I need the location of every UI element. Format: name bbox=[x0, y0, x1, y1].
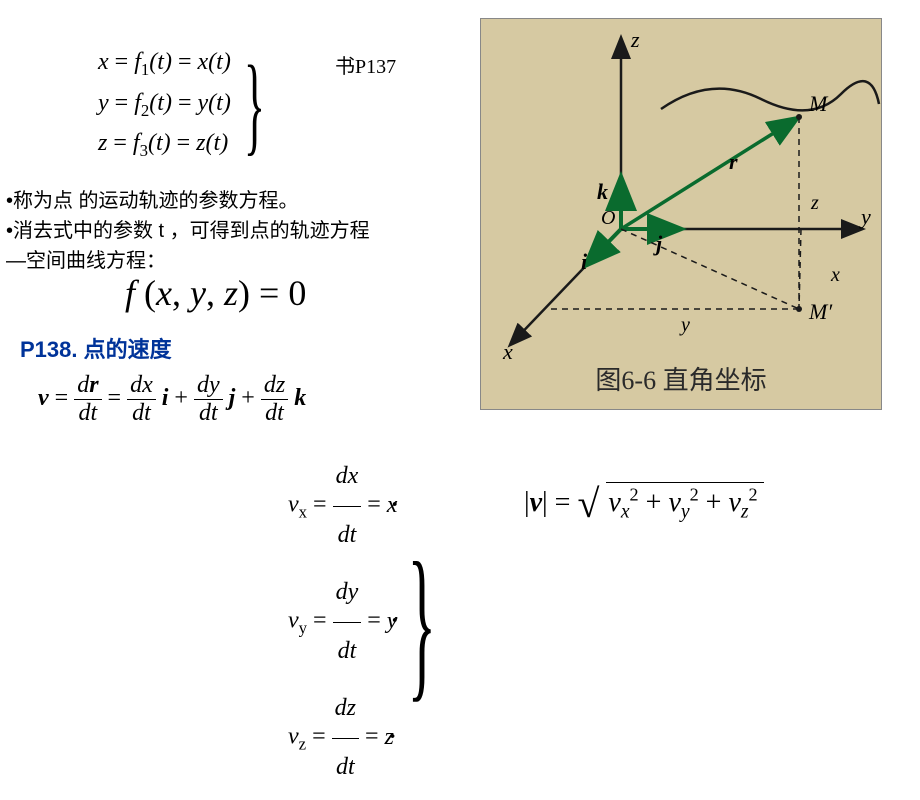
bullet-1: •称为点 的运动轨迹的参数方程。 bbox=[6, 184, 299, 213]
diagram-caption: 图6-6 直角坐标 bbox=[481, 360, 881, 397]
k-vector-label: k bbox=[597, 179, 608, 204]
velocity-vector-eq: v = drdt = dxdt i + dydt j + dzdt k bbox=[38, 372, 306, 427]
parametric-equations: x = f1(t) = x(t) y = f2(t) = y(t) z = f3… bbox=[95, 40, 284, 168]
coordinate-diagram: z y x M M′ O k j i r z x y 图6-6 直角坐标 bbox=[480, 18, 882, 410]
point-M: M bbox=[808, 91, 829, 116]
velocity-components: vx = dxdt = x vy = dydt = y vz = dzdt = … bbox=[285, 445, 466, 800]
ref-p137: 书P137 bbox=[335, 50, 396, 79]
bullet-2: •消去式中的参数 t ，可得到点的轨迹方程 bbox=[6, 214, 370, 243]
bullet-3: —空间曲线方程： bbox=[6, 244, 166, 273]
diagram-svg: z y x M M′ O k j i r z x y bbox=[481, 19, 881, 409]
z-axis-label: z bbox=[630, 27, 640, 52]
i-vector-label: i bbox=[581, 249, 588, 274]
y-proj-label: y bbox=[679, 314, 690, 336]
z-proj-label: z bbox=[810, 192, 819, 214]
heading-p138: P138. 点的速度 bbox=[20, 332, 172, 364]
x-proj-label: x bbox=[830, 264, 840, 286]
y-axis-label: y bbox=[859, 204, 871, 229]
r-vector-label: r bbox=[729, 149, 738, 174]
point-Mprime: M′ bbox=[808, 299, 833, 324]
trajectory-equation: f (x, y, z) = 0 bbox=[125, 272, 306, 314]
origin-label: O bbox=[601, 207, 615, 229]
velocity-magnitude: |v| = √ vx2 + vy2 + vz2 bbox=[524, 480, 764, 527]
